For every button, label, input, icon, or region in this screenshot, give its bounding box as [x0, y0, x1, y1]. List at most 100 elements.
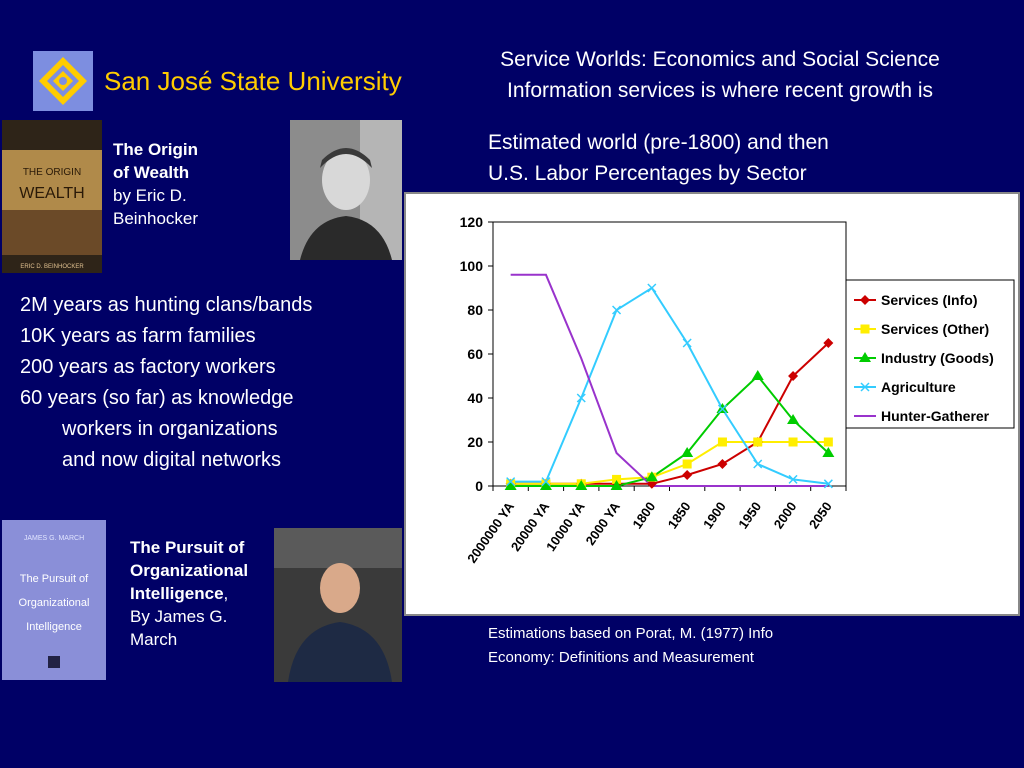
book2-title-line3: Intelligence: [130, 584, 224, 603]
svg-text:The Pursuit of: The Pursuit of: [20, 573, 89, 585]
labor-sector-chart: 0 20 40 60 80 100 120 2000000 YA 20000 YA 10000 …: [404, 192, 1020, 616]
point-industry-goods: [575, 480, 588, 490]
point-services-other: [823, 437, 833, 447]
legend-marker-agriculture: [860, 382, 870, 392]
svg-text:JAMES G. MARCH: JAMES G. MARCH: [24, 535, 84, 542]
bullet-line-3: 200 years as factory workers: [20, 356, 276, 378]
y-tick-label: 60: [467, 346, 483, 362]
book2-caption: The Pursuit of Organizational Intelligen…: [130, 536, 248, 651]
point-agriculture: [753, 459, 763, 469]
legend-label-hunter-gatherer: Hunter-Gatherer: [881, 408, 990, 424]
book1-caption: The Origin of Wealth by Eric D. Beinhock…: [113, 138, 198, 230]
point-services-other: [753, 437, 763, 447]
book1-title-line2: of Wealth: [113, 163, 190, 182]
point-services-other: [788, 437, 798, 447]
point-services-info: [717, 459, 728, 469]
subtitle-line-1: Estimated world (pre-1800) and then: [488, 131, 829, 154]
point-industry-goods: [610, 480, 623, 490]
bullet-line-6: and now digital networks: [62, 449, 282, 471]
point-industry-goods: [539, 480, 552, 490]
bullet-line-2: 10K years as farm families: [20, 325, 256, 347]
point-industry-goods: [504, 480, 517, 490]
university-name: San José State University: [104, 66, 402, 96]
svg-text:THE ORIGIN: THE ORIGIN: [23, 167, 81, 178]
x-tick-label: 1800: [629, 499, 658, 531]
legend-box: [845, 279, 1015, 429]
x-tick-label: 1850: [665, 499, 694, 531]
legend-label-agriculture: Agriculture: [881, 379, 956, 395]
point-agriculture: [647, 283, 657, 293]
point-agriculture: [682, 338, 692, 348]
book1-by: by Eric D.: [113, 186, 187, 205]
point-industry-goods: [681, 447, 694, 457]
x-tick-label: 2000 YA: [583, 499, 624, 548]
slide-title: Service Worlds: Economics and Social Sci…: [420, 44, 1020, 106]
point-services-other: [717, 437, 727, 447]
series-line-hunter-gatherer: [510, 273, 829, 487]
author-photo-beinhocker: [290, 120, 402, 260]
point-services-other: [682, 459, 692, 469]
x-tick-label: 2000: [771, 499, 800, 531]
book1-author: Beinhocker: [113, 209, 199, 228]
x-tick-label: 2050: [806, 499, 835, 531]
caption-line-2: Economy: Definitions and Measurement: [488, 649, 754, 666]
y-tick-label: 40: [467, 390, 483, 406]
book-cover-origin-of-wealth: THE ORIGIN WEALTH ERIC D. BEINHOCKER: [2, 120, 102, 273]
y-tick-label: 80: [467, 302, 483, 318]
chart-subtitle: Estimated world (pre-1800) and then U.S.…: [488, 127, 829, 189]
svg-text:WEALTH: WEALTH: [19, 185, 84, 202]
point-services-info: [788, 371, 799, 381]
subtitle-line-2: U.S. Labor Percentages by Sector: [488, 162, 807, 185]
bullet-line-4: 60 years (so far) as knowledge: [20, 387, 294, 409]
caption-line-1: Estimations based on Porat, M. (1977) In…: [488, 625, 774, 642]
point-services-other: [612, 474, 622, 484]
bullet-line-5: workers in organizations: [62, 418, 278, 440]
x-tick-label: 1950: [735, 499, 764, 531]
svg-text:Organizational: Organizational: [19, 597, 90, 609]
source-caption: Estimations based on Porat, M. (1977) In…: [488, 622, 773, 670]
university-logo: [33, 51, 93, 111]
legend-marker-services-info: [860, 295, 870, 305]
book-cover-pursuit-of-org-intelligence: JAMES G. MARCH The Pursuit of Organizati…: [2, 520, 106, 680]
book2-by: By James G.: [130, 607, 228, 626]
svg-text:Intelligence: Intelligence: [26, 621, 82, 633]
legend-label-industry-goods: Industry (Goods): [881, 350, 994, 366]
bullet-line-1: 2M years as hunting clans/bands: [20, 294, 313, 316]
y-tick-label: 20: [467, 434, 483, 450]
series-line-industry-goods: [510, 374, 830, 487]
point-industry-goods: [787, 414, 800, 424]
series-line-agriculture: [510, 286, 829, 485]
legend-marker-industry-goods: [859, 352, 871, 362]
point-agriculture: [823, 479, 833, 489]
history-bullets: 2M years as hunting clans/bands 10K year…: [20, 290, 312, 476]
point-services-info: [682, 470, 693, 480]
x-tick-label: 1900: [700, 499, 729, 531]
x-tick-label: 2000000 YA: [464, 499, 517, 566]
point-industry-goods: [645, 471, 658, 482]
legend-marker-services-other: [860, 324, 870, 334]
book2-author: March: [130, 630, 178, 649]
title-line-1: Service Worlds: Economics and Social Sci…: [500, 48, 940, 71]
book2-title-comma: ,: [223, 584, 229, 603]
point-industry-goods: [751, 370, 764, 380]
series-line-services-other: [510, 441, 829, 485]
point-agriculture: [788, 474, 798, 484]
legend-label-services-other: Services (Other): [881, 321, 989, 337]
book2-title-line1: The Pursuit of: [130, 538, 245, 557]
book2-title-line2: Organizational: [130, 561, 249, 580]
series-line-services-info: [510, 342, 830, 485]
book1-title-line1: The Origin: [113, 140, 198, 159]
point-agriculture: [541, 477, 551, 487]
y-tick-label: 120: [460, 214, 484, 230]
point-agriculture: [612, 305, 622, 315]
point-agriculture: [717, 404, 727, 414]
y-tick-label: 0: [475, 478, 483, 494]
title-line-2: Information services is where recent gro…: [507, 79, 933, 102]
point-industry-goods: [822, 447, 835, 457]
point-agriculture: [576, 393, 586, 403]
point-agriculture: [506, 477, 516, 487]
point-services-info: [823, 338, 834, 348]
author-photo-march: [274, 528, 402, 682]
legend-label-services-info: Services (Info): [881, 292, 977, 308]
